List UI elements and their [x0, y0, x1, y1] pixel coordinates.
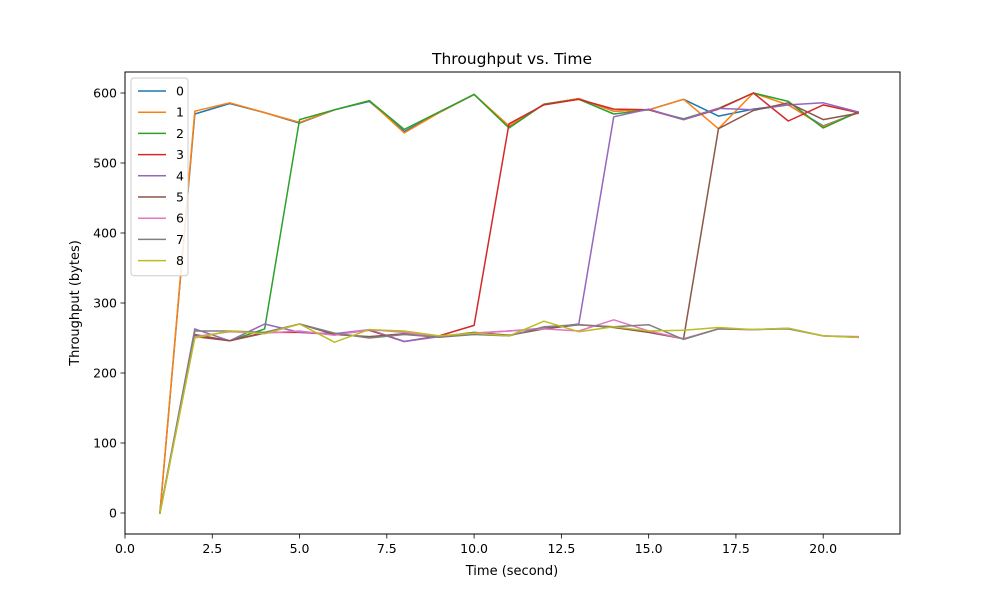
legend-label-7: 7 — [176, 232, 184, 247]
x-axis-label: Time (second) — [465, 564, 558, 579]
chart-title: Throughput vs. Time — [431, 50, 592, 68]
x-tick-label: 20.0 — [809, 541, 837, 556]
y-tick-label: 0 — [109, 506, 117, 521]
y-tick-label: 200 — [93, 366, 117, 381]
y-tick-label: 300 — [93, 296, 117, 311]
y-axis: 0 100 200 300 400 500 600 — [93, 86, 125, 521]
legend-box — [130, 77, 189, 277]
legend: 0 1 2 3 4 5 6 7 8 — [130, 77, 189, 277]
legend-label-6: 6 — [176, 211, 184, 226]
y-tick-label: 100 — [93, 436, 117, 451]
series-line-8 — [159, 320, 859, 514]
legend-label-1: 1 — [176, 105, 184, 120]
legend-label-3: 3 — [176, 147, 184, 162]
x-axis: 0.0 2.5 5.0 7.5 10.0 12.5 15.0 17.5 20.0 — [115, 534, 837, 556]
y-tick-label: 400 — [93, 226, 117, 241]
x-tick-label: 2.5 — [202, 541, 222, 556]
legend-label-0: 0 — [176, 84, 184, 99]
legend-label-2: 2 — [176, 126, 184, 141]
x-tick-label: 5.0 — [290, 541, 310, 556]
y-tick-label: 500 — [93, 156, 117, 171]
x-tick-label: 12.5 — [547, 541, 575, 556]
x-tick-label: 17.5 — [722, 541, 750, 556]
x-tick-label: 15.0 — [635, 541, 663, 556]
x-tick-label: 10.0 — [460, 541, 488, 556]
x-tick-label: 0.0 — [115, 541, 135, 556]
legend-label-8: 8 — [176, 253, 184, 268]
legend-label-4: 4 — [176, 168, 184, 183]
x-tick-label: 7.5 — [377, 541, 397, 556]
y-tick-label: 600 — [93, 86, 117, 101]
legend-label-5: 5 — [176, 190, 184, 205]
series-layer — [159, 92, 860, 514]
y-axis-label: Throughput (bytes) — [68, 240, 83, 367]
